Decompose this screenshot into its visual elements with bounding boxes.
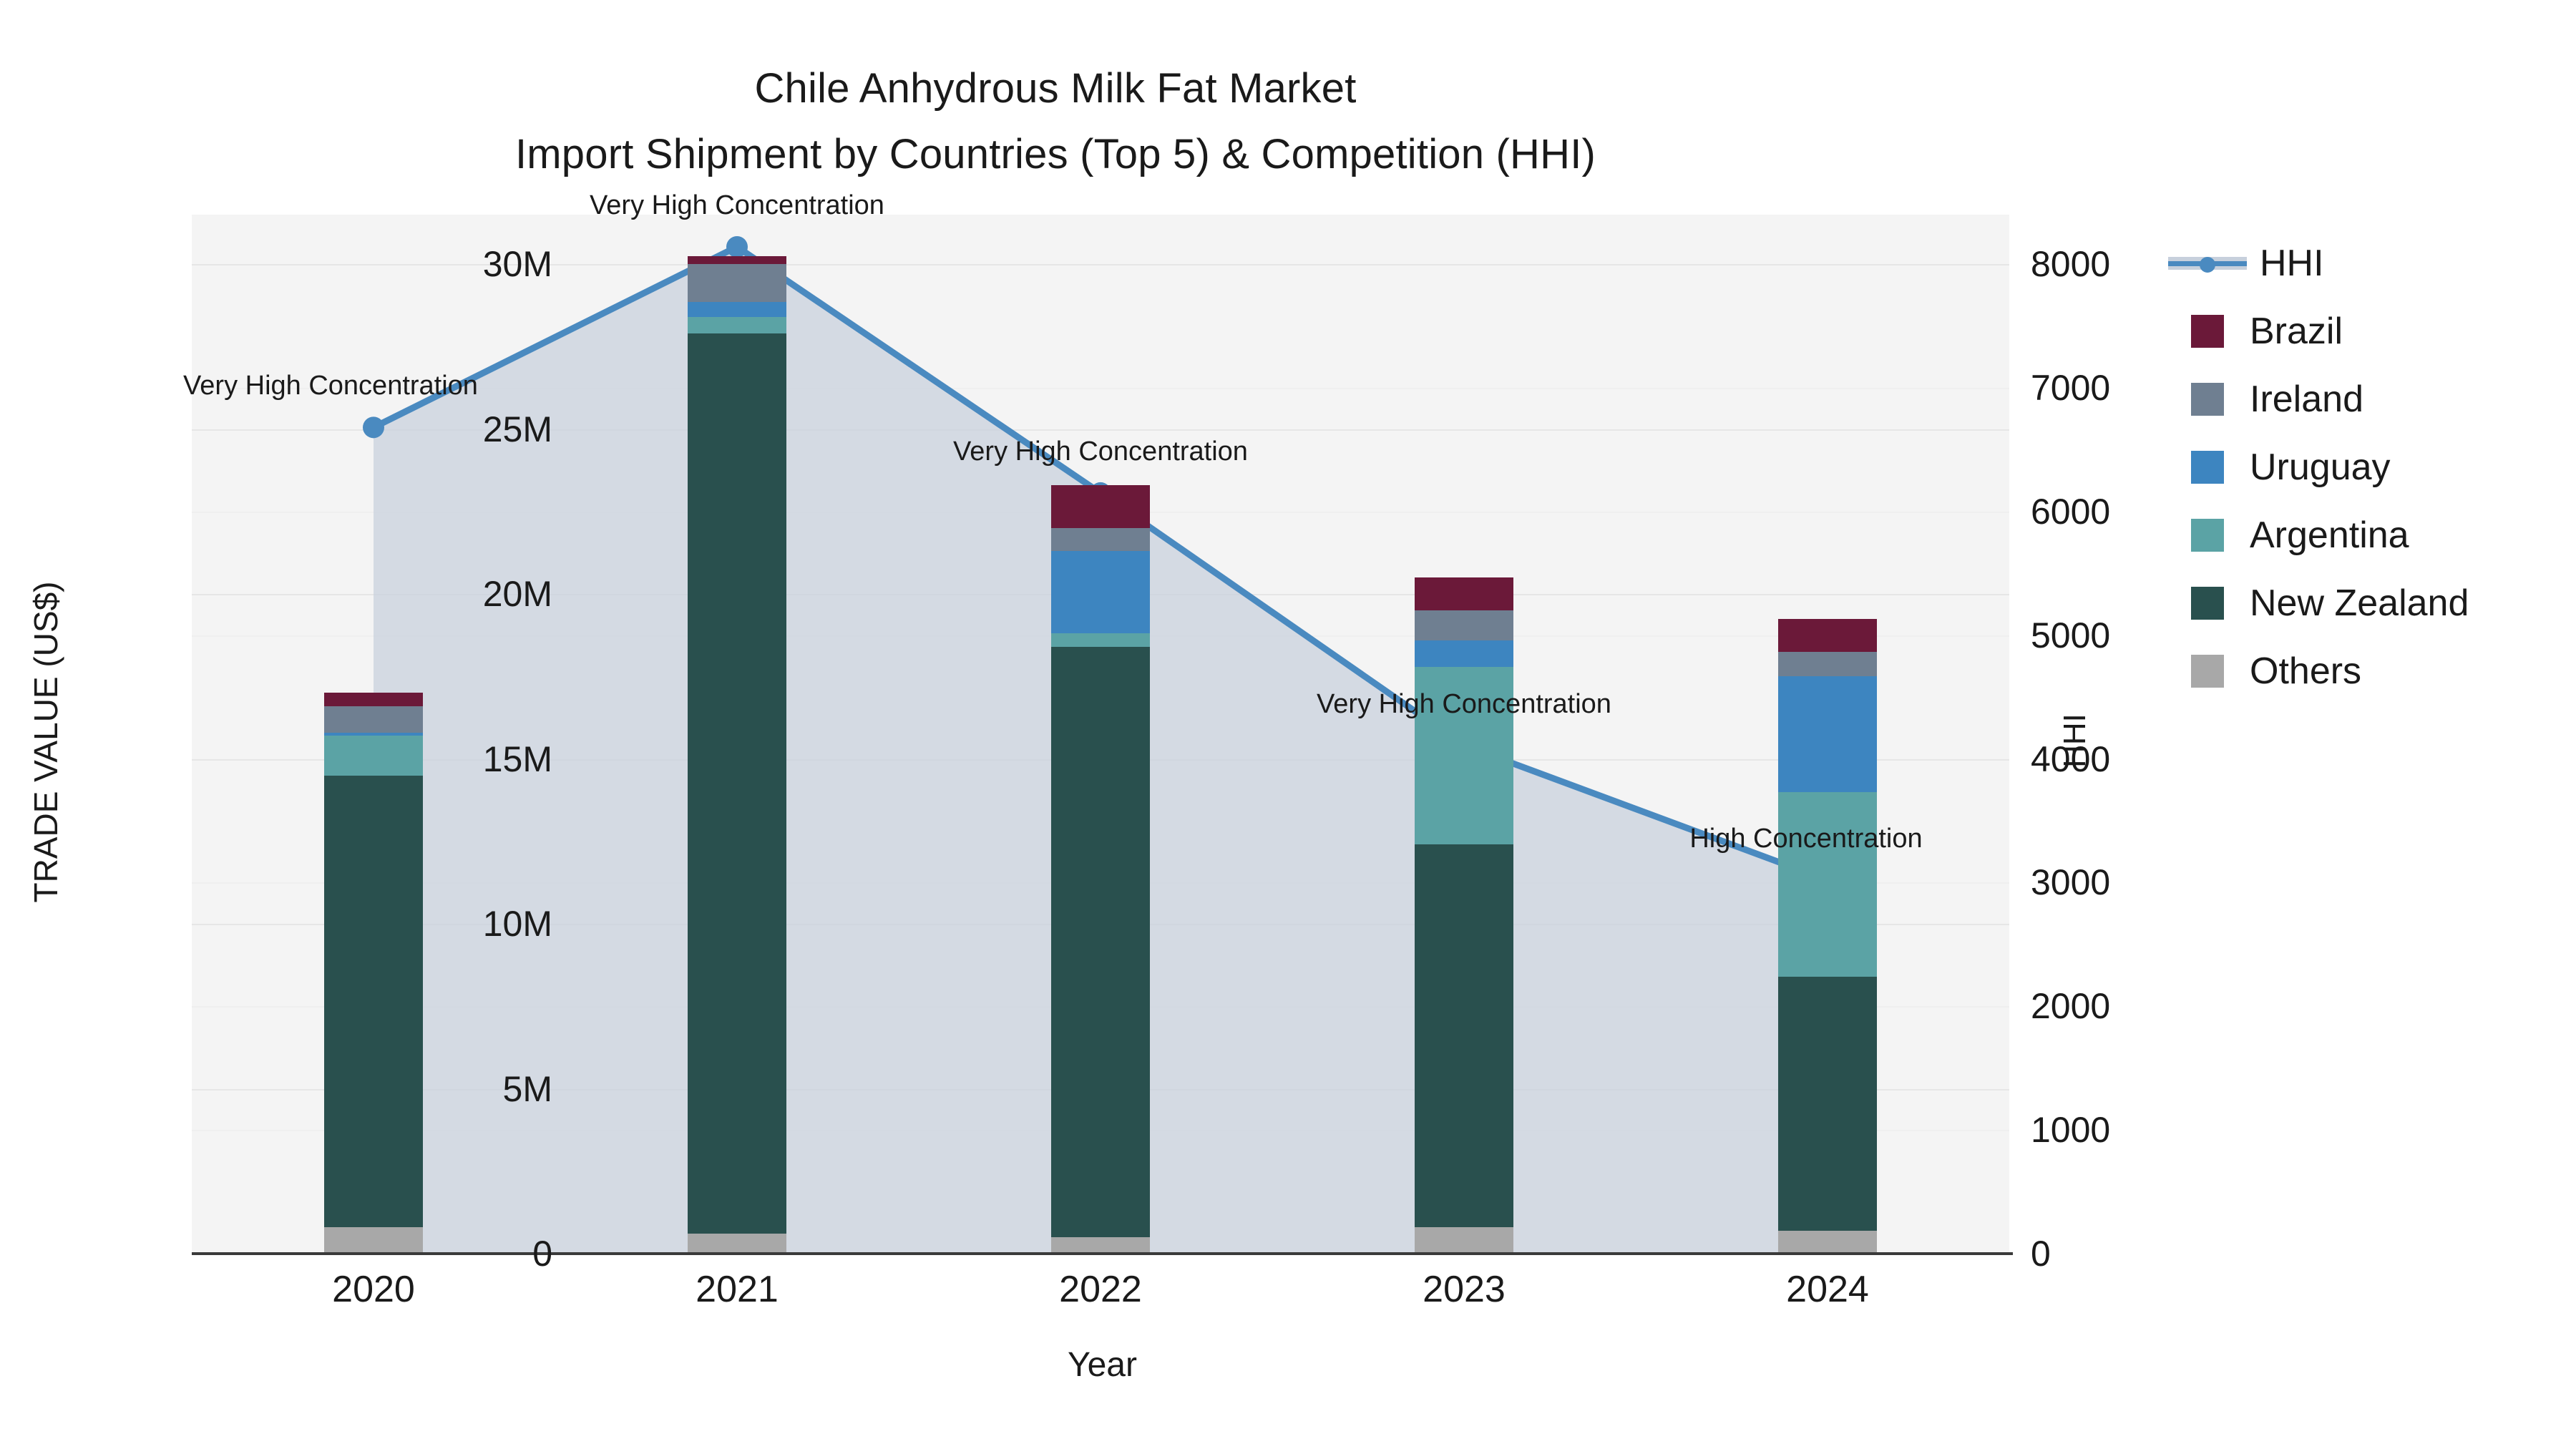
gridline (192, 264, 2009, 266)
bar-segment[interactable] (1051, 527, 1150, 552)
x-axis-line (192, 1252, 2013, 1255)
plot-area (192, 215, 2009, 1255)
bar-group[interactable] (688, 215, 786, 1254)
bar-segment[interactable] (1051, 551, 1150, 634)
bar-segment[interactable] (324, 706, 423, 733)
y-tick-left: 0 (532, 1234, 552, 1274)
x-axis-label: Year (1068, 1346, 1137, 1384)
legend-item[interactable]: Ireland (2168, 365, 2569, 433)
bar-segment[interactable] (1415, 610, 1513, 640)
bar-group[interactable] (1051, 215, 1150, 1254)
legend-item[interactable]: Uruguay (2168, 433, 2569, 501)
y-tick-left: 25M (482, 409, 552, 449)
legend-item-label: Uruguay (2250, 446, 2391, 488)
bar-segment[interactable] (1415, 577, 1513, 611)
gridline (192, 388, 2009, 389)
legend-item[interactable]: Argentina (2168, 501, 2569, 569)
bar-segment[interactable] (1778, 618, 1877, 652)
concentration-annotation: Very High Concentration (183, 371, 478, 401)
bar-segment[interactable] (1051, 633, 1150, 647)
legend-item[interactable]: New Zealand (2168, 569, 2569, 637)
legend-line-marker-icon (2168, 247, 2247, 280)
concentration-annotation: High Concentration (1689, 823, 1923, 854)
gridline (192, 429, 2009, 431)
legend-item-label: Brazil (2250, 310, 2343, 352)
legend-swatch-icon (2191, 382, 2224, 416)
bar-segment[interactable] (1051, 1236, 1150, 1254)
legend: HHI Brazil Ireland Uruguay Argentina New Zeal… (2168, 229, 2569, 705)
title-line-2: Import Shipment by Countries (Top 5) & C… (514, 131, 1596, 177)
bar-segment[interactable] (1778, 651, 1877, 677)
y-axis-right-label: HHI (2057, 713, 2092, 768)
legend-swatch-icon (2191, 654, 2224, 688)
concentration-annotation: Very High Concentration (953, 436, 1248, 467)
concentration-annotation: Very High Concentration (590, 190, 884, 220)
x-tick: 2022 (1059, 1269, 1142, 1310)
title-line-1: Chile Anhydrous Milk Fat Market (754, 65, 1357, 112)
bar-group[interactable] (1415, 215, 1513, 1254)
chart-title: Chile Anhydrous Milk Fat Market Import S… (0, 56, 2111, 187)
y-tick-left: 10M (482, 904, 552, 945)
hhi-marker[interactable] (363, 416, 384, 439)
y-tick-left: 5M (502, 1068, 552, 1109)
bar-segment[interactable] (688, 333, 786, 1234)
bar-segment[interactable] (1415, 1227, 1513, 1254)
bar-segment[interactable] (1051, 484, 1150, 528)
x-tick: 2021 (696, 1269, 779, 1310)
legend-swatch-icon (2191, 314, 2224, 348)
legend-item[interactable]: HHI (2168, 229, 2569, 297)
x-tick: 2023 (1423, 1269, 1506, 1310)
bar-segment[interactable] (324, 693, 423, 706)
legend-item-label: Argentina (2250, 514, 2409, 556)
y-tick-right: 7000 (2031, 368, 2111, 408)
bar-group[interactable] (1778, 215, 1877, 1254)
bar-segment[interactable] (688, 1234, 786, 1254)
y-tick-right: 8000 (2031, 244, 2111, 285)
bar-segment[interactable] (324, 1227, 423, 1254)
bar-segment[interactable] (688, 316, 786, 333)
bar-segment[interactable] (1778, 791, 1877, 977)
bar-segment[interactable] (688, 302, 786, 317)
bar-group[interactable] (324, 215, 423, 1254)
legend-item[interactable]: Others (2168, 637, 2569, 705)
bar-segment[interactable] (324, 732, 423, 736)
legend-item-label: HHI (2260, 242, 2324, 284)
y-tick-right: 6000 (2031, 491, 2111, 532)
bar-segment[interactable] (1778, 676, 1877, 792)
bar-segment[interactable] (1778, 1230, 1877, 1254)
y-tick-left: 15M (482, 738, 552, 779)
y-tick-left: 20M (482, 574, 552, 615)
hhi-marker[interactable] (726, 235, 748, 258)
x-tick: 2024 (1786, 1269, 1869, 1310)
y-tick-right: 1000 (2031, 1110, 2111, 1151)
y-tick-right: 5000 (2031, 615, 2111, 655)
legend-item-label: Ireland (2250, 378, 2363, 420)
bar-segment[interactable] (1051, 646, 1150, 1237)
y-tick-right: 0 (2031, 1234, 2051, 1274)
bar-segment[interactable] (688, 264, 786, 303)
bar-segment[interactable] (688, 255, 786, 265)
legend-swatch-icon (2191, 518, 2224, 552)
legend-swatch-icon (2191, 450, 2224, 484)
bar-segment[interactable] (324, 736, 423, 776)
legend-item-label: Others (2250, 650, 2362, 692)
legend-item[interactable]: Brazil (2168, 297, 2569, 365)
legend-item-label: New Zealand (2250, 582, 2469, 624)
bar-segment[interactable] (324, 775, 423, 1228)
y-tick-right: 2000 (2031, 986, 2111, 1027)
bar-segment[interactable] (1415, 640, 1513, 667)
y-tick-right: 4000 (2031, 738, 2111, 779)
concentration-annotation: Very High Concentration (1317, 688, 1611, 719)
bar-segment[interactable] (1415, 844, 1513, 1228)
x-tick: 2020 (332, 1269, 415, 1310)
bar-segment[interactable] (1778, 976, 1877, 1231)
y-tick-left: 30M (482, 244, 552, 285)
y-axis-left-label: TRADE VALUE (US$) (27, 581, 64, 903)
y-tick-right: 3000 (2031, 862, 2111, 903)
bar-segment[interactable] (1415, 666, 1513, 845)
legend-swatch-icon (2191, 586, 2224, 620)
